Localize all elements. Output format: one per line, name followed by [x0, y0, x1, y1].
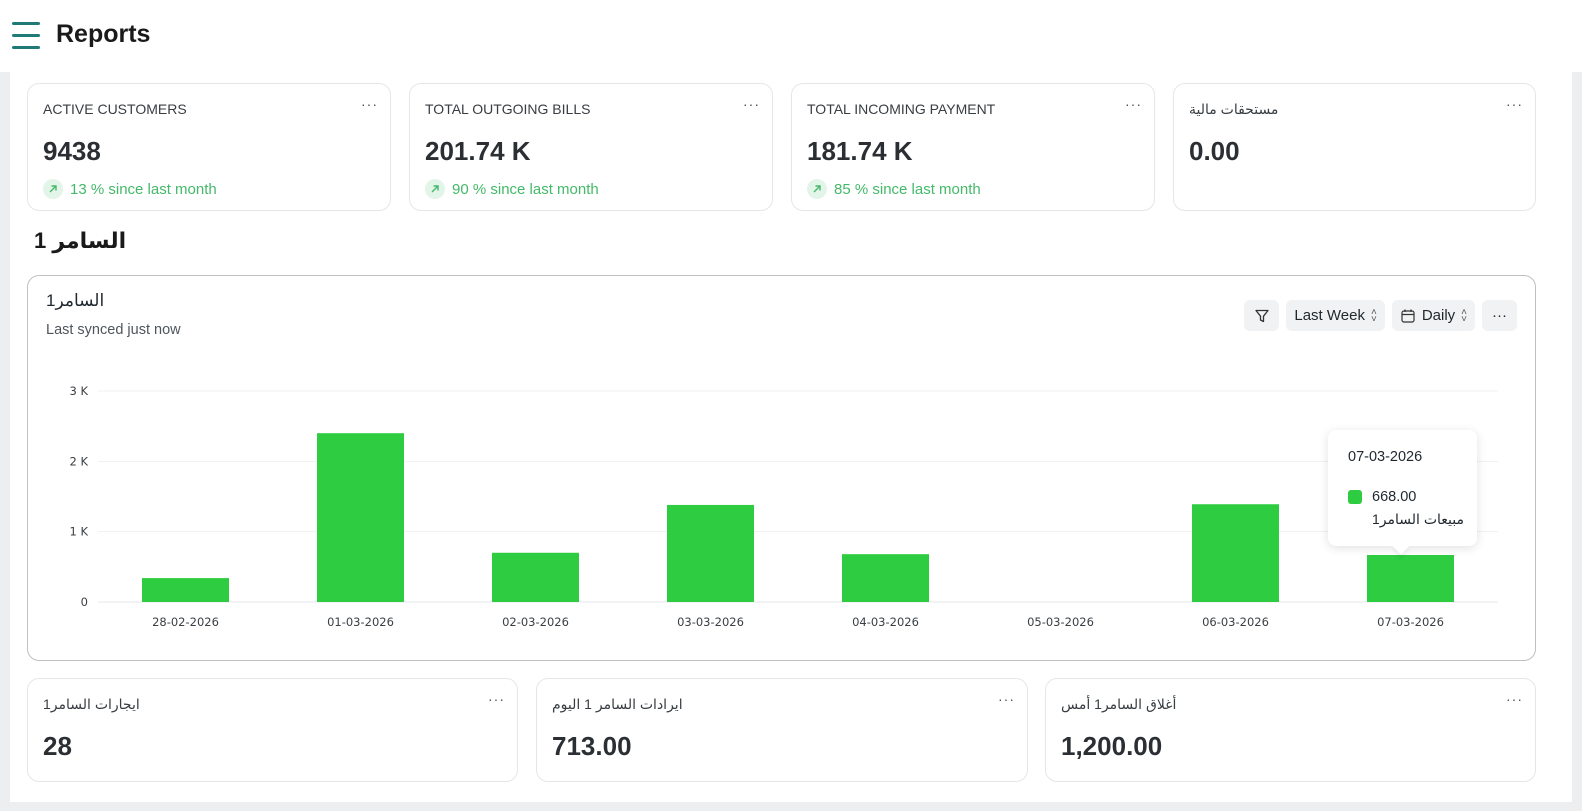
number-card-label: أغلاق السامر1 أمس — [1061, 696, 1177, 712]
card-menu-button[interactable]: ··· — [1125, 96, 1142, 112]
chart-menu-button[interactable]: ··· — [1482, 300, 1517, 331]
number-card-value: 1,200.00 — [1061, 731, 1163, 761]
chart-title: السامر1 — [46, 291, 105, 310]
scrollbar-track[interactable] — [1572, 72, 1582, 811]
chevron-updown-icon: ˄ ˅ — [1370, 306, 1377, 325]
chart-bar[interactable] — [842, 554, 929, 602]
tooltip-legend-swatch — [1348, 490, 1362, 504]
card-menu-button[interactable]: ··· — [743, 96, 760, 112]
tooltip-series-name: مبيعات السامر1 — [1372, 511, 1464, 527]
card-menu-button[interactable]: ··· — [488, 691, 505, 707]
chart-card: السامر1 Last synced just now Last Week ˄… — [27, 275, 1536, 661]
x-tick-label: 02-03-2026 — [502, 615, 569, 629]
number-card-value: 28 — [43, 731, 72, 761]
filter-icon — [1255, 309, 1269, 322]
tooltip-value: 668.00 — [1372, 489, 1417, 505]
x-tick-label: 07-03-2026 — [1377, 615, 1444, 629]
chart-tooltip: 07-03-2026 668.00 مبيعات السامر1 — [1328, 430, 1477, 555]
arrow-up-right-icon — [43, 179, 63, 199]
number-card-label: ايرادات السامر 1 اليوم — [552, 696, 683, 712]
kpi-value: 0.00 — [1189, 136, 1240, 166]
kpi-trend-text: 90 % since last month — [452, 180, 599, 198]
kpi-card-financial-dues: مستحقات مالية ··· 0.00 — [1173, 83, 1536, 211]
calendar-icon — [1401, 309, 1415, 323]
tooltip-date: 07-03-2026 — [1348, 449, 1423, 465]
kpi-trend: 85 % since last month — [807, 179, 981, 199]
range-select-value: Last Week — [1294, 307, 1365, 324]
kpi-card-outgoing-bills: TOTAL OUTGOING BILLS ··· 201.74 K 90 % s… — [409, 83, 773, 211]
x-tick-label: 06-03-2026 — [1202, 615, 1269, 629]
top-bar: Reports — [0, 0, 1582, 72]
chart-bar[interactable] — [142, 578, 229, 602]
page-title: Reports — [56, 20, 151, 48]
interval-select-value: Daily — [1421, 307, 1456, 324]
range-select[interactable]: Last Week ˄ ˅ — [1286, 300, 1385, 331]
kpi-card-incoming-payment: TOTAL INCOMING PAYMENT ··· 181.74 K 85 %… — [791, 83, 1155, 211]
chart-bar[interactable] — [317, 433, 404, 602]
card-menu-button[interactable]: ··· — [998, 691, 1015, 707]
x-tick-label: 05-03-2026 — [1027, 615, 1094, 629]
card-menu-button[interactable]: ··· — [1506, 96, 1523, 112]
report-content: ACTIVE CUSTOMERS ··· 9438 13 % since las… — [10, 72, 1572, 802]
y-tick-label: 1 K — [69, 525, 88, 539]
kpi-label: ACTIVE CUSTOMERS — [43, 101, 187, 117]
arrow-up-right-icon — [425, 179, 445, 199]
bar-chart: 0 1 K 2 K 3 K 28-02-2026 01-03-2026 02-03-2026… — [69, 384, 1498, 629]
kpi-label: TOTAL OUTGOING BILLS — [425, 101, 591, 117]
kpi-label: مستحقات مالية — [1189, 101, 1279, 117]
number-card-label: ايجارات السامر1 — [43, 696, 140, 712]
section-title: السامر 1 — [34, 228, 127, 253]
kpi-trend-text: 13 % since last month — [70, 180, 217, 198]
x-tick-label: 01-03-2026 — [327, 615, 394, 629]
kpi-trend-text: 85 % since last month — [834, 180, 981, 198]
x-tick-label: 04-03-2026 — [852, 615, 919, 629]
kpi-value: 9438 — [43, 136, 101, 166]
number-card-rentals: ايجارات السامر1 ··· 28 — [27, 678, 518, 782]
chart-bar[interactable] — [667, 504, 754, 602]
card-menu-button[interactable]: ··· — [1506, 691, 1523, 707]
card-menu-button[interactable]: ··· — [361, 96, 378, 112]
chart-bar[interactable] — [1367, 555, 1454, 602]
chart-controls: Last Week ˄ ˅ Daily ˄ ˅ ··· — [1244, 300, 1517, 331]
x-tick-label: 28-02-2026 — [152, 615, 219, 629]
kpi-card-active-customers: ACTIVE CUSTOMERS ··· 9438 13 % since las… — [27, 83, 391, 211]
hamburger-icon[interactable] — [12, 22, 40, 50]
kpi-label: TOTAL INCOMING PAYMENT — [807, 101, 996, 117]
number-card-closing-yesterday: أغلاق السامر1 أمس ··· 1,200.00 — [1045, 678, 1536, 782]
kpi-trend: 90 % since last month — [425, 179, 599, 199]
kpi-value: 201.74 K — [425, 136, 531, 166]
number-card-revenue-today: ايرادات السامر 1 اليوم ··· 713.00 — [536, 678, 1028, 782]
y-tick-label: 0 — [81, 595, 88, 609]
chart-bar[interactable] — [1192, 504, 1279, 602]
chart-sync-status: Last synced just now — [46, 322, 181, 338]
interval-select[interactable]: Daily ˄ ˅ — [1391, 300, 1475, 331]
chevron-updown-icon: ˄ ˅ — [1461, 306, 1467, 325]
arrow-up-right-icon — [807, 179, 827, 199]
y-tick-label: 2 K — [69, 454, 88, 468]
filter-button[interactable] — [1244, 300, 1280, 331]
number-card-value: 713.00 — [552, 731, 632, 761]
y-tick-label: 3 K — [69, 384, 88, 398]
kpi-value: 181.74 K — [807, 136, 913, 166]
chart-bar[interactable] — [492, 552, 579, 602]
kpi-trend: 13 % since last month — [43, 179, 217, 199]
x-tick-label: 03-03-2026 — [677, 615, 744, 629]
